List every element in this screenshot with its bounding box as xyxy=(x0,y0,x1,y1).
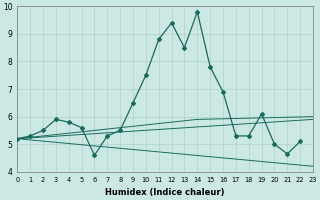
X-axis label: Humidex (Indice chaleur): Humidex (Indice chaleur) xyxy=(105,188,225,197)
